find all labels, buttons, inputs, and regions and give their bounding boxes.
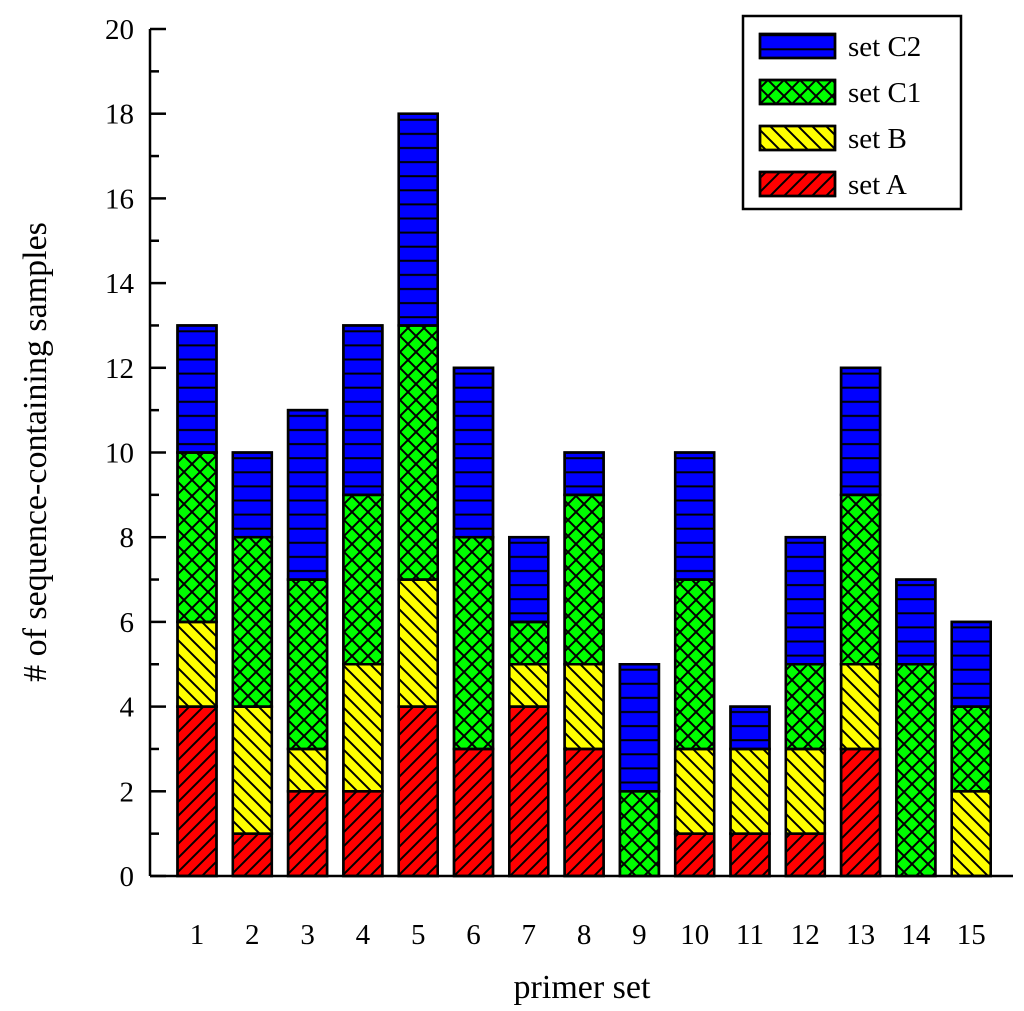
bar-hatch-set-a-13 (839, 747, 882, 878)
bar-hatch-set-c2-5 (397, 112, 439, 327)
bar-hatch-set-b-11 (729, 747, 771, 835)
bars-group (176, 112, 992, 878)
bar-hatch-set-c1-7 (508, 620, 550, 666)
bar-hatch-set-a-10 (673, 832, 716, 878)
x-ticks-group: 1 2 3 4 5 6 7 8 9 10 11 12 13 14 15 (190, 919, 986, 951)
y-tick-label-14: 14 (105, 268, 135, 300)
y-tick-label-18: 18 (105, 99, 134, 131)
legend-label-set-c1: set C1 (848, 77, 921, 109)
bar-hatch-set-c1-10 (673, 578, 716, 751)
bar-hatch-set-a-8 (563, 747, 605, 878)
y-tick-label-4: 4 (120, 692, 135, 724)
bar-hatch-set-c1-8 (563, 493, 605, 666)
bar-hatch-set-a-3 (286, 790, 329, 878)
bar-hatch-set-c1-6 (452, 535, 495, 751)
x-tick-label-15: 15 (957, 919, 986, 951)
bar-hatch-set-b-13 (839, 663, 882, 751)
x-tick-label-12: 12 (791, 919, 820, 951)
bar-hatch-set-c1-1 (176, 451, 218, 624)
bar-hatch-set-b-5 (397, 578, 439, 708)
bar-hatch-set-c1-2 (231, 535, 274, 708)
x-tick-label-2: 2 (245, 919, 260, 951)
bar-hatch-set-c2-2 (231, 451, 274, 539)
x-tick-label-4: 4 (356, 919, 371, 951)
bar-hatch-set-c1-4 (342, 493, 384, 666)
x-tick-label-6: 6 (466, 919, 481, 951)
bar-hatch-set-c1-12 (784, 663, 827, 751)
bar-hatch-set-c2-11 (729, 705, 771, 751)
legend-swatch-hatch-set-c2 (758, 32, 837, 60)
bar-hatch-set-b-7 (508, 663, 550, 708)
legend: set C2 set C1 set B set A (741, 14, 963, 211)
bar-hatch-set-c1-3 (286, 578, 329, 751)
x-tick-label-10: 10 (680, 919, 709, 951)
bar-hatch-set-c2-3 (286, 408, 329, 581)
y-tick-label-2: 2 (120, 776, 135, 808)
legend-label-set-a: set A (848, 169, 907, 201)
y-tick-label-10: 10 (105, 438, 134, 470)
y-ticks-group: 0 2 4 6 8 10 12 14 16 18 20 (105, 14, 166, 893)
x-tick-label-13: 13 (846, 919, 875, 951)
bar-hatch-set-c2-10 (673, 451, 716, 581)
y-axis-title: # of sequence-containing samples (17, 222, 54, 682)
legend-label-set-c2: set C2 (848, 31, 921, 63)
bar-hatch-set-b-10 (673, 747, 716, 835)
bar-hatch-set-b-12 (784, 747, 827, 835)
bar-hatch-set-b-8 (563, 663, 605, 751)
bar-hatch-set-c1-14 (895, 663, 937, 878)
bar-hatch-set-a-1 (176, 705, 218, 878)
bar-hatch-set-c2-14 (895, 578, 937, 666)
bar-hatch-set-a-6 (452, 747, 495, 878)
bar-hatch-set-c1-15 (950, 705, 992, 793)
bar-hatch-set-c1-5 (397, 324, 439, 581)
x-tick-label-11: 11 (736, 919, 764, 951)
legend-label-set-b: set B (848, 123, 907, 155)
x-axis-title: primer set (514, 969, 651, 1006)
legend-swatch-hatch-set-a (758, 170, 837, 198)
bar-hatch-set-a-5 (397, 705, 439, 878)
bar-hatch-set-c2-1 (176, 324, 218, 454)
bar-hatch-set-c2-9 (618, 663, 661, 793)
y-tick-label-20: 20 (105, 14, 134, 46)
bar-hatch-set-b-15 (950, 790, 992, 878)
x-tick-label-1: 1 (190, 919, 205, 951)
bar-hatch-set-c2-13 (839, 366, 882, 497)
x-tick-label-5: 5 (411, 919, 426, 951)
bar-hatch-set-c2-4 (342, 324, 384, 497)
bar-hatch-set-a-12 (784, 832, 827, 878)
y-tick-label-16: 16 (105, 183, 134, 215)
bar-hatch-set-c2-8 (563, 451, 605, 497)
bar-hatch-set-a-2 (231, 832, 274, 878)
bar-hatch-set-b-4 (342, 663, 384, 793)
x-tick-label-14: 14 (901, 919, 931, 951)
bar-hatch-set-c2-6 (452, 366, 495, 539)
y-tick-label-0: 0 (120, 861, 135, 893)
x-tick-label-7: 7 (522, 919, 537, 951)
bar-hatch-set-c1-13 (839, 493, 882, 666)
x-tick-label-3: 3 (300, 919, 315, 951)
x-tick-label-8: 8 (577, 919, 592, 951)
x-tick-label-9: 9 (632, 919, 647, 951)
legend-swatch-hatch-set-b (758, 124, 837, 152)
bar-hatch-set-a-7 (508, 705, 550, 878)
bar-hatch-set-b-1 (176, 620, 218, 708)
y-tick-label-8: 8 (120, 522, 135, 554)
bar-hatch-set-a-4 (342, 790, 384, 878)
bar-hatch-set-c2-12 (784, 535, 827, 666)
bar-hatch-set-b-3 (286, 747, 329, 793)
y-tick-label-6: 6 (120, 607, 135, 639)
bar-hatch-set-c2-15 (950, 620, 992, 708)
bar-hatch-set-c1-9 (618, 790, 661, 878)
y-tick-label-12: 12 (105, 353, 134, 385)
bar-hatch-set-c2-7 (508, 535, 550, 624)
bar-hatch-set-b-2 (231, 705, 274, 835)
bar-hatch-set-a-11 (729, 832, 771, 878)
legend-swatch-hatch-set-c1 (758, 78, 837, 106)
